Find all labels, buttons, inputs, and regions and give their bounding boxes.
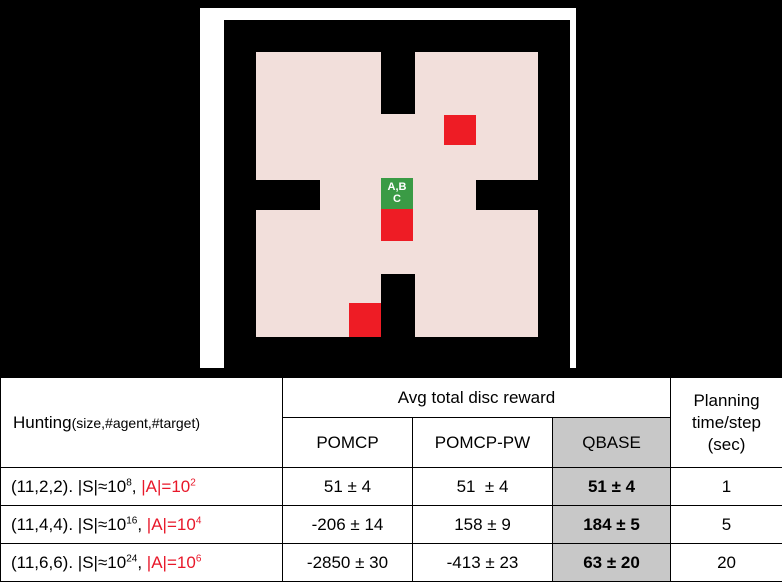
action-space-size: |A|=104 [146,514,202,534]
target-cell-upper-right [444,115,476,145]
qbase-value: 63 ± 20 [551,543,672,582]
wall-bottom-notch [381,274,415,337]
planning-header-line2: time/step [692,412,762,432]
state-space-size: |S|≈1016 [77,514,138,534]
pomcp-pw-value: 158 ± 9 [412,505,553,544]
pomcp-value: -2850 ± 30 [282,543,413,582]
action-space-size: |A|=106 [146,552,202,572]
hunting-header-main: Hunting [13,412,72,432]
setting-tuple: (11,6,6). [11,552,74,572]
state-space-size: |S|≈108 [77,476,132,496]
action-space-size: |A|=102 [141,476,196,496]
hunting-header-params: (size,#agent,#target) [71,414,201,431]
floor-bottom-right [415,210,538,337]
setting-cell: (11,4,4). |S|≈1016, |A|=104 [0,505,283,544]
pomcp-pw-value: -413 ± 23 [412,543,553,582]
agents-label-ab: A,B [387,181,407,193]
target-cell-center [381,209,413,241]
setting-cell: (11,6,6). |S|≈1024, |A|=106 [0,543,283,582]
header-row-sub: POMCP POMCP-PW QBASE [1,417,782,468]
planning-time-value: 20 [670,543,782,582]
col-header-pomcp-pw: POMCP-PW [412,417,553,468]
planning-header-line3: (sec) [707,434,746,454]
pomcp-value: -206 ± 14 [282,505,413,544]
col-header-pomcp: POMCP [282,417,413,468]
planning-time-value: 5 [670,505,782,544]
wall-left-notch [256,180,320,210]
table-row: (11,6,6). |S|≈1024, |A|=106 -2850 ± 30 -… [0,543,782,582]
qbase-value: 184 ± 5 [551,505,672,544]
setting-tuple: (11,2,2). [11,476,74,496]
planning-time-header: Planning time/step (sec) [670,377,782,468]
table-row: (11,4,4). |S|≈1016, |A|=104 -206 ± 14 15… [0,505,782,544]
col-header-qbase: QBASE [551,417,672,468]
agents-cell: A,B C [381,178,413,209]
target-cell-bottom-left [349,303,381,337]
setting-tuple: (11,4,4). [11,514,74,534]
state-space-size: |S|≈1024 [77,552,138,572]
pomcp-pw-value: 51 ± 4 [412,467,553,506]
floor-top-right [415,52,538,200]
avg-reward-header: Avg total disc reward [281,377,672,418]
header-row-top: Hunting(size,#agent,#target) Avg total d… [0,377,782,468]
table-row: (11,2,2). |S|≈108, |A|=102 51 ± 4 51 ± 4… [0,467,782,506]
results-table: Hunting(size,#agent,#target) Avg total d… [0,377,782,582]
qbase-value: 51 ± 4 [551,467,672,506]
wall-right-notch [476,180,538,210]
floor-top-left [256,52,381,200]
hunting-header: Hunting(size,#agent,#target) [0,377,283,468]
pomcp-value: 51 ± 4 [282,467,413,506]
agents-label-c: C [393,193,401,205]
planning-time-value: 1 [670,467,782,506]
setting-cell: (11,2,2). |S|≈108, |A|=102 [0,467,283,506]
planning-header-line1: Planning [693,390,760,410]
wall-top-notch [381,52,415,114]
